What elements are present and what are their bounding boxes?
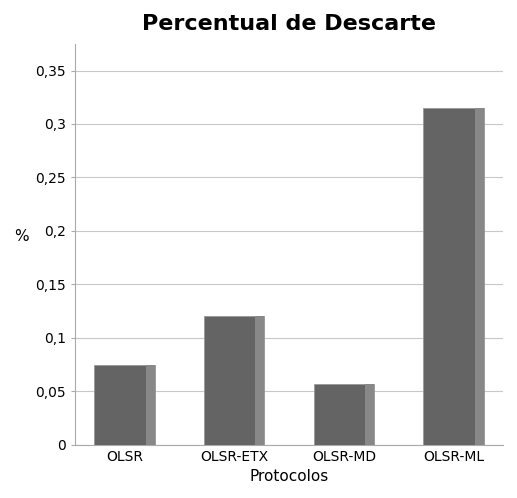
- Bar: [146, 365, 155, 445]
- Bar: [423, 108, 483, 445]
- Bar: [365, 384, 374, 445]
- Title: Percentual de Descarte: Percentual de Descarte: [142, 14, 436, 34]
- Y-axis label: %: %: [14, 229, 28, 244]
- Bar: [204, 316, 264, 445]
- Bar: [94, 365, 155, 445]
- Bar: [255, 316, 264, 445]
- Bar: [475, 108, 483, 445]
- Bar: [314, 384, 374, 445]
- X-axis label: Protocolos: Protocolos: [249, 469, 329, 484]
